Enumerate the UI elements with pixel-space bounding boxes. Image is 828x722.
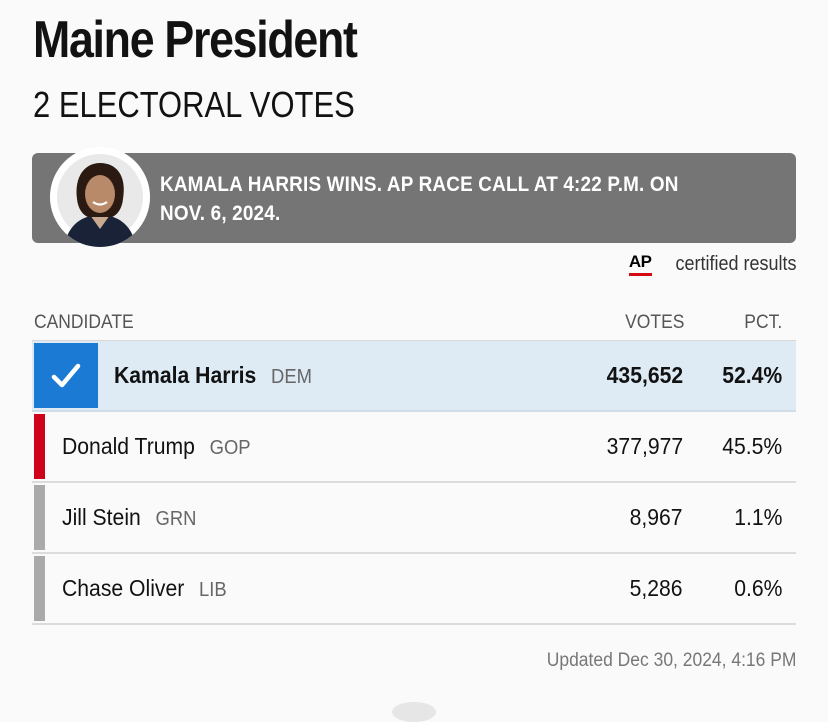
updated-timestamp: Updated Dec 30, 2024, 4:16 PM — [546, 650, 796, 671]
candidate-name: Jill Stein GRN — [62, 504, 196, 531]
candidate-name-text: Jill Stein — [62, 504, 141, 530]
electoral-votes-subtitle: 2 ELECTORAL VOTES — [33, 84, 355, 125]
candidate-party: GOP — [209, 437, 251, 459]
party-color-bar — [34, 414, 45, 479]
header-candidate: CANDIDATE — [34, 312, 134, 333]
candidate-pct: 1.1% — [733, 504, 782, 530]
ap-logo: AP — [628, 252, 652, 276]
candidate-party: DEM — [271, 366, 312, 388]
table-row: Kamala Harris DEM 435,652 52.4% — [32, 341, 796, 412]
candidate-name: Donald Trump GOP — [62, 433, 251, 460]
candidate-name: Chase Oliver LIB — [62, 575, 227, 602]
candidate-party: GRN — [155, 508, 197, 530]
table-row: Donald Trump GOP 377,977 45.5% — [32, 412, 796, 483]
candidate-name: Kamala Harris DEM — [114, 362, 312, 389]
candidate-portrait-icon — [50, 147, 150, 247]
candidate-name-text: Kamala Harris — [114, 362, 257, 388]
table-row: Chase Oliver LIB 5,286 0.6% — [32, 554, 796, 625]
candidate-pct: 45.5% — [721, 433, 782, 459]
candidate-pct: 52.4% — [721, 362, 782, 388]
candidate-votes: 377,977 — [606, 433, 683, 459]
winner-marker — [34, 343, 98, 408]
candidate-pct: 0.6% — [733, 575, 782, 601]
party-color-bar — [34, 485, 45, 550]
candidate-name-text: Donald Trump — [62, 433, 195, 459]
page-title: Maine President — [33, 11, 358, 69]
scroll-indicator[interactable] — [392, 702, 436, 722]
candidate-votes: 435,652 — [606, 362, 683, 388]
candidate-votes: 5,286 — [630, 575, 683, 601]
candidate-votes: 8,967 — [630, 504, 683, 530]
header-votes: VOTES — [624, 312, 684, 333]
check-icon — [51, 363, 81, 388]
race-call-banner: KAMALA HARRIS WINS. AP RACE CALL AT 4:22… — [32, 147, 796, 247]
candidate-avatar — [50, 147, 150, 247]
party-color-bar — [34, 556, 45, 621]
candidate-name-text: Chase Oliver — [62, 575, 185, 601]
race-call-text: KAMALA HARRIS WINS. AP RACE CALL AT 4:22… — [160, 173, 679, 225]
results-table: CANDIDATE VOTES PCT. Kamala Harris DEM 43… — [32, 300, 796, 625]
candidate-party: LIB — [199, 579, 227, 601]
certified-label: certified results — [674, 252, 796, 275]
table-header: CANDIDATE VOTES PCT. — [32, 300, 796, 341]
table-row: Jill Stein GRN 8,967 1.1% — [32, 483, 796, 554]
header-pct: PCT. — [744, 312, 782, 333]
certified-results: AP certified results — [628, 252, 796, 276]
